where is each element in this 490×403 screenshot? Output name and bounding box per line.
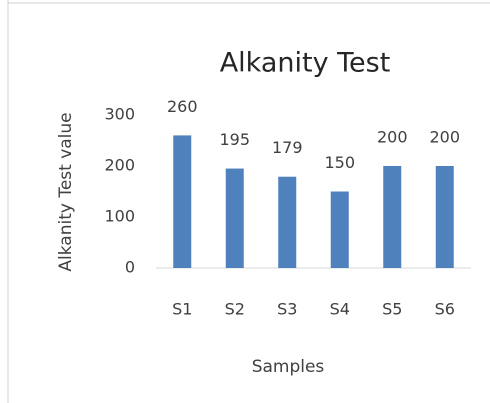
y-axis-label: Alkanity Test value <box>56 112 76 271</box>
x-tick-label: S1 <box>172 300 192 319</box>
y-tick-label: 300 <box>104 105 135 124</box>
bar <box>330 191 349 268</box>
bar <box>278 176 297 268</box>
data-label: 260 <box>167 97 198 116</box>
data-label: 200 <box>377 128 408 147</box>
x-tick-label: S5 <box>382 300 402 319</box>
x-tick-label: S3 <box>277 300 297 319</box>
y-tick-label: 200 <box>104 156 135 175</box>
x-axis-label: Samples <box>252 357 325 377</box>
data-label: 200 <box>429 128 460 147</box>
bar <box>435 166 454 268</box>
chart-title: Alkanity Test <box>220 48 391 79</box>
x-tick-label: S4 <box>330 300 350 319</box>
x-tick-label: S2 <box>225 300 245 319</box>
y-tick-label: 0 <box>125 258 135 277</box>
x-tick-label: S6 <box>435 300 455 319</box>
data-label: 150 <box>324 153 355 172</box>
bar <box>383 166 402 268</box>
data-label: 179 <box>272 138 303 157</box>
bar <box>225 168 244 268</box>
y-tick-label: 100 <box>104 207 135 226</box>
data-label: 195 <box>219 130 250 149</box>
bar <box>173 135 192 268</box>
